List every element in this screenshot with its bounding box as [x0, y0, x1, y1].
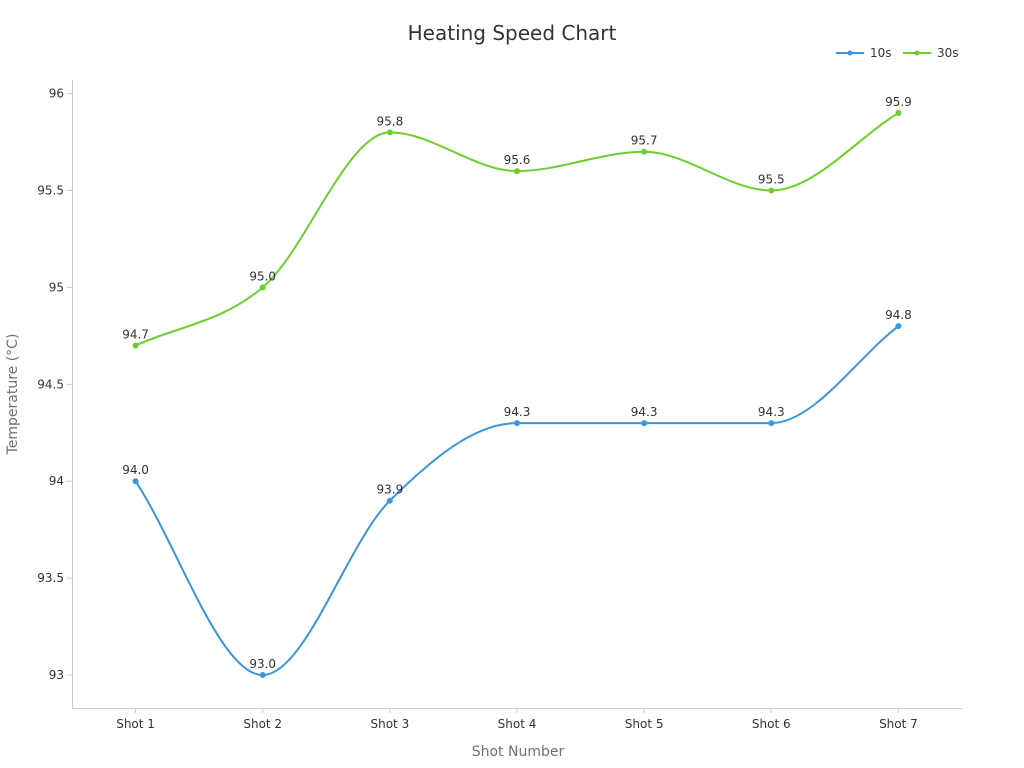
legend-swatch-marker: [914, 50, 920, 56]
legend-item-30s: 30s: [903, 46, 959, 60]
y-axis: 93 93.5 94 94.5 95 95.5 96: [37, 87, 72, 682]
chart-title: Heating Speed Chart: [408, 21, 617, 45]
x-tick-label: Shot 5: [625, 717, 664, 731]
data-point: [641, 420, 648, 427]
x-tick-label: Shot 1: [116, 717, 155, 731]
legend-swatch-marker: [847, 50, 853, 56]
legend: 10s 30s: [836, 46, 959, 60]
x-axis: Shot 1 Shot 2 Shot 3 Shot 4 Shot 5 Shot 6 Shot…: [116, 708, 918, 731]
data-label: 94.3: [504, 405, 531, 419]
data-point: [514, 168, 520, 175]
series-line: [135, 112, 899, 347]
y-axis-title: Temperature (°C): [5, 334, 21, 456]
series-10s: 94.0 93.0 93.9 94.3 94.3 94.3 94.8: [122, 308, 912, 679]
data-point: [768, 420, 775, 427]
data-point: [132, 478, 139, 485]
data-label: 95.0: [249, 269, 276, 283]
y-tick-label: 96: [49, 87, 64, 101]
data-label: 95.6: [504, 153, 531, 167]
data-label: 94.0: [122, 463, 149, 477]
data-label: 94.7: [122, 328, 149, 342]
data-label: 95.7: [631, 134, 658, 148]
data-point: [768, 187, 775, 194]
legend-label: 10s: [870, 46, 892, 60]
y-tick-label: 95: [49, 280, 64, 294]
legend-item-10s: 10s: [836, 46, 892, 60]
data-point: [895, 109, 902, 116]
y-tick-label: 93.5: [37, 571, 64, 585]
data-point: [386, 497, 393, 504]
data-label: 94.3: [758, 405, 785, 419]
x-tick-label: Shot 6: [752, 717, 791, 731]
data-label: 95.8: [376, 114, 403, 128]
series-30s: 94.7 95.0 95.8 95.6 95.7 95.5 95.9: [122, 95, 912, 349]
legend-label: 30s: [937, 46, 959, 60]
data-label: 93.0: [249, 657, 276, 671]
y-tick-label: 95.5: [37, 183, 64, 197]
data-point: [259, 672, 266, 679]
y-tick-label: 94: [49, 474, 64, 488]
x-tick-label: Shot 7: [879, 717, 918, 731]
series-line: [134, 325, 900, 677]
data-label: 95.5: [758, 172, 785, 186]
data-label: 95.9: [885, 95, 912, 109]
data-point: [514, 420, 520, 427]
y-tick-label: 93: [49, 668, 64, 682]
x-tick-label: Shot 3: [370, 717, 409, 731]
series-layer: 94.0 93.0 93.9 94.3 94.3 94.3 94.8 94.7 95.0 95.8…: [122, 95, 912, 679]
y-tick-label: 94.5: [37, 377, 64, 391]
data-label: 94.8: [885, 308, 912, 322]
x-tick-label: Shot 2: [243, 717, 282, 731]
data-point: [386, 129, 393, 136]
x-tick-label: Shot 4: [498, 717, 537, 731]
data-label: 93.9: [376, 483, 403, 497]
data-label: 94.3: [631, 405, 658, 419]
data-point: [132, 342, 139, 349]
x-axis-title: Shot Number: [472, 744, 565, 760]
data-point: [259, 284, 266, 291]
data-point: [895, 323, 902, 330]
data-point: [641, 148, 648, 155]
